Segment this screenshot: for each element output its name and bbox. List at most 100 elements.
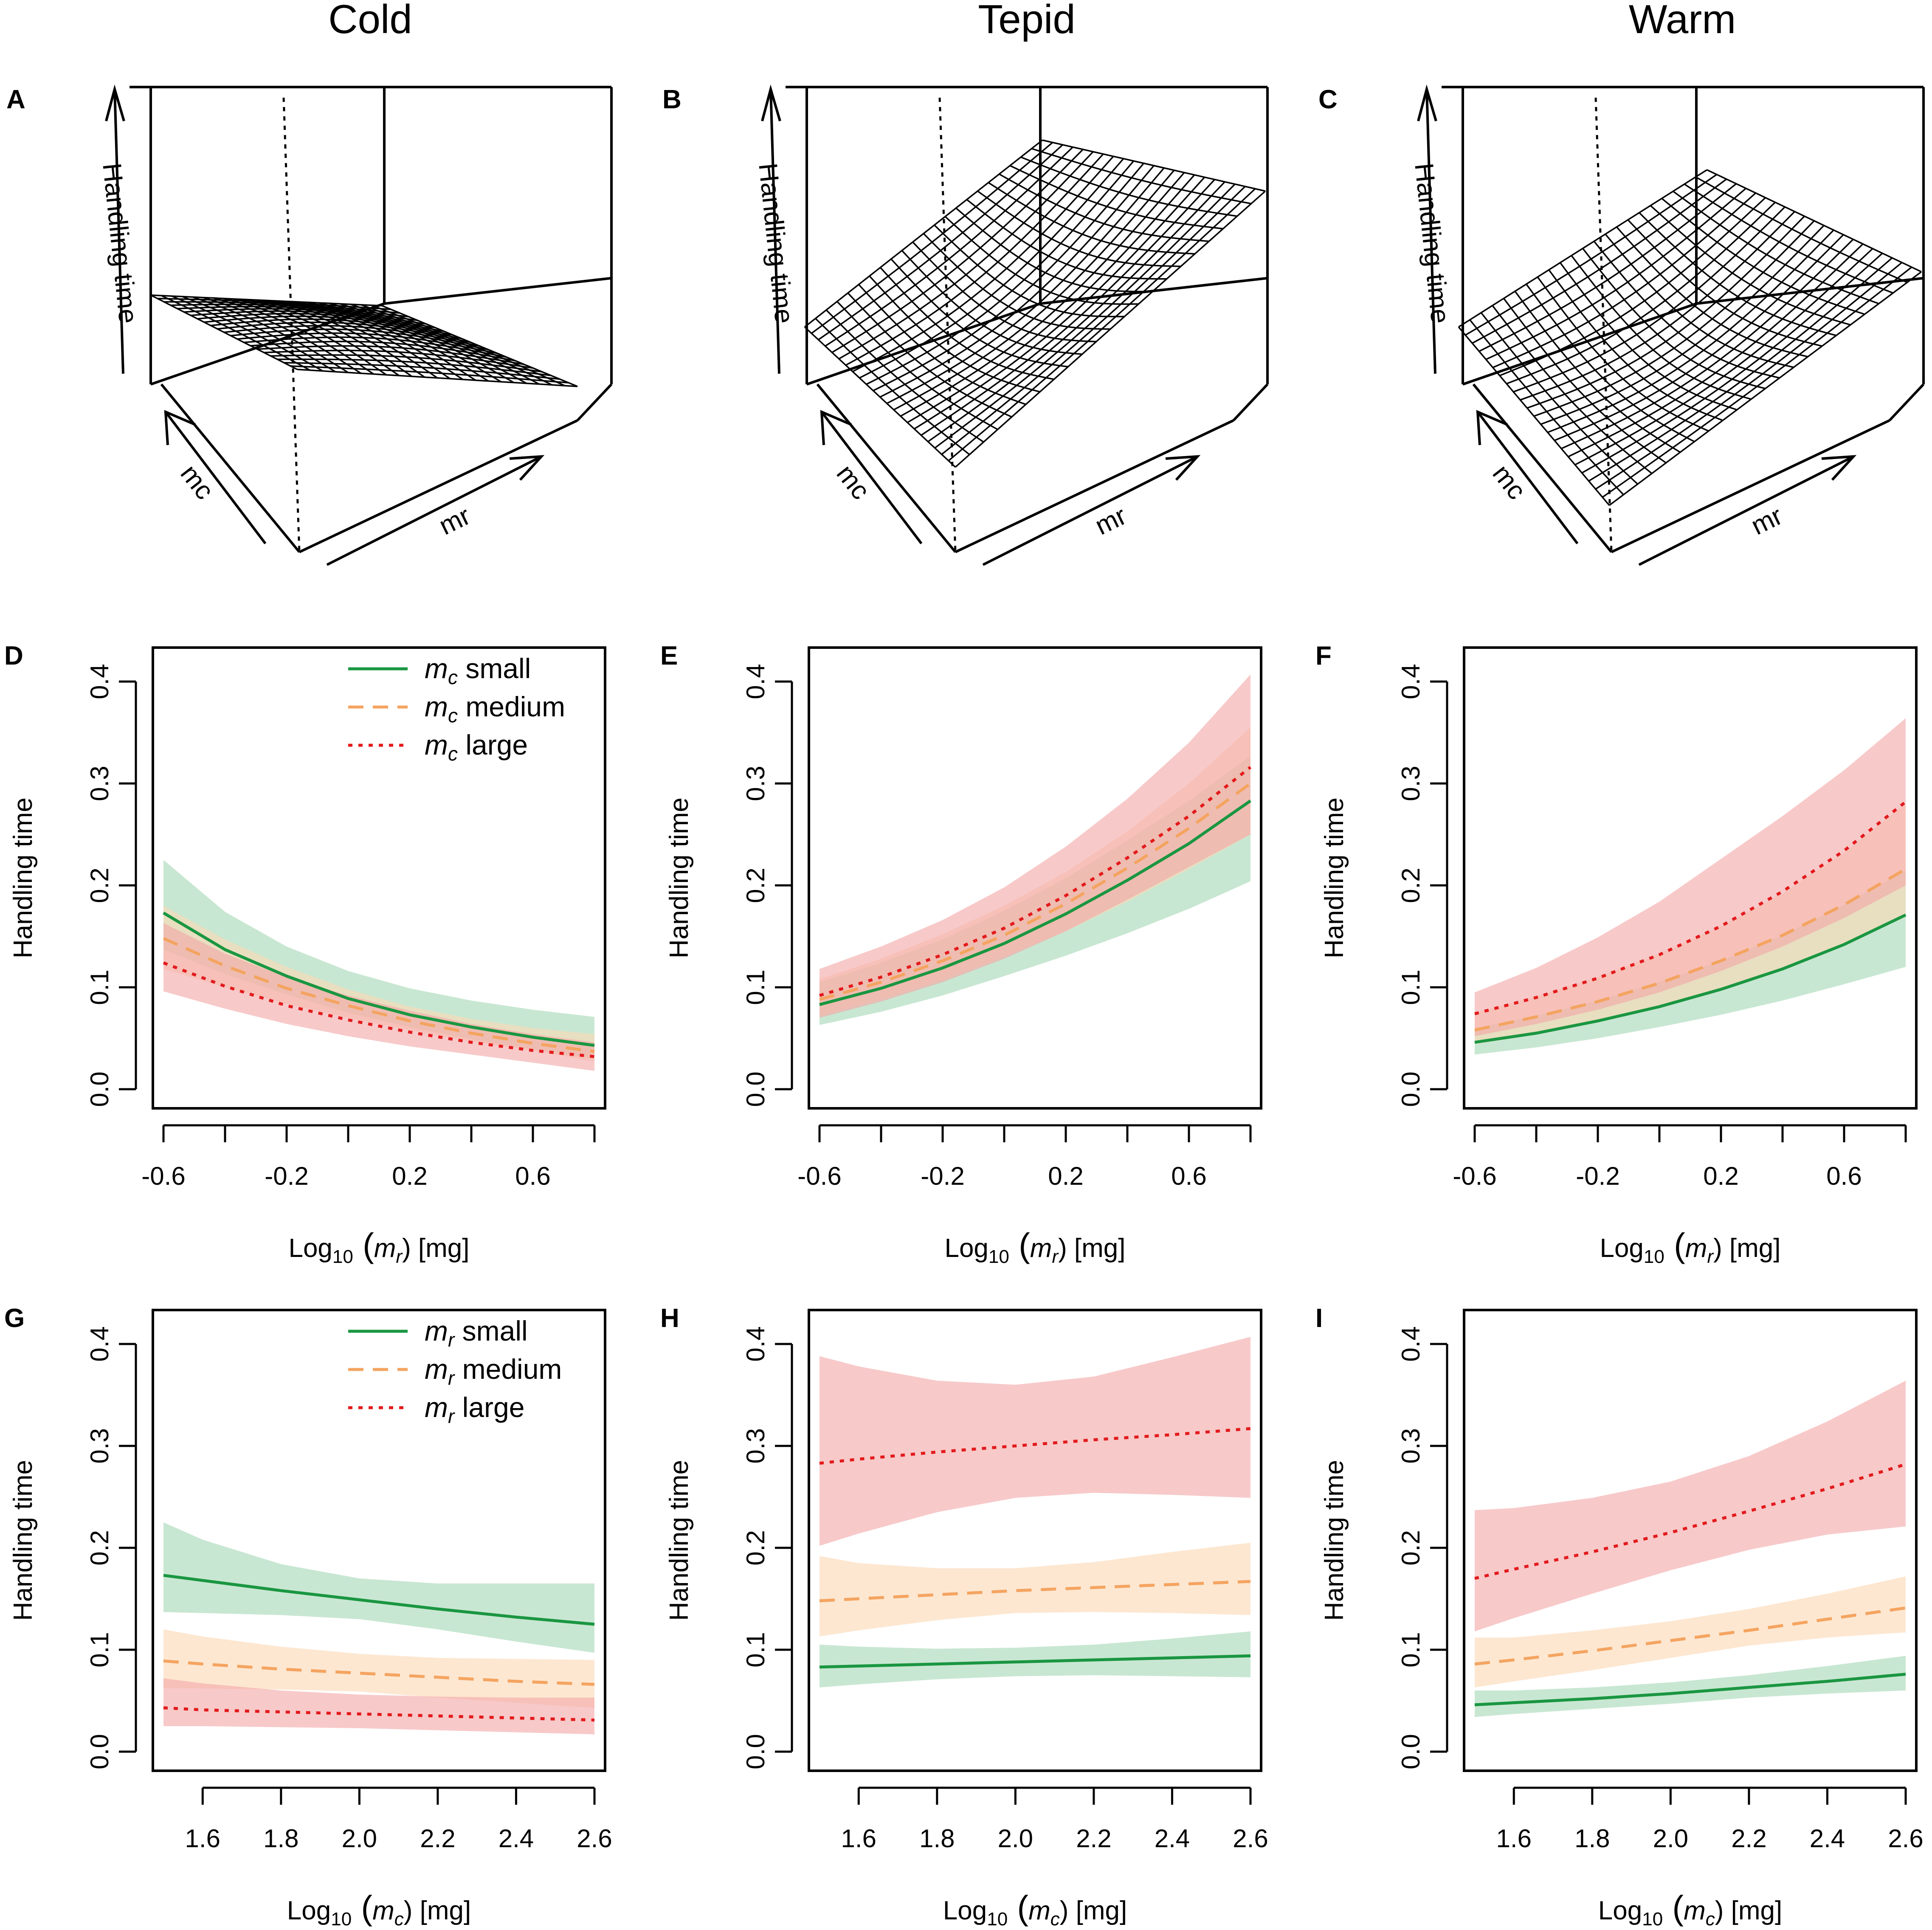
series-line-large xyxy=(819,766,1252,997)
x-tick-label: -0.2 xyxy=(1576,1162,1619,1190)
mesh-line xyxy=(1581,253,1883,474)
mesh-line xyxy=(941,186,1246,455)
y-axis: 0.0 0.1 0.2 0.3 0.4 Handling time xyxy=(665,664,793,1107)
y-tick-label: 0.4 xyxy=(1397,1326,1425,1361)
mesh-line xyxy=(955,190,1266,468)
x-tick-label: 2.0 xyxy=(1653,1824,1688,1853)
x-tick-label: 2.6 xyxy=(577,1824,612,1853)
mesh-line xyxy=(1627,219,1822,347)
plot-frame xyxy=(1463,1309,1918,1772)
mesh-line xyxy=(276,300,451,380)
box-edge xyxy=(955,419,1234,553)
panel-label-C: C xyxy=(1318,85,1338,114)
x-tick-label: 0.2 xyxy=(1703,1162,1738,1190)
mc-axis-arrow xyxy=(164,411,267,544)
y-tick-label: 0.0 xyxy=(85,1071,114,1107)
y-tick-label: 0.1 xyxy=(1397,969,1425,1005)
mesh-line xyxy=(1561,239,1854,449)
series-line-medium xyxy=(819,1580,1251,1603)
mesh-line xyxy=(257,345,524,365)
x-axis: 1.6 1.8 2.0 2.2 2.4 2.6 Log10 (mc) [mg] xyxy=(841,1786,1268,1930)
band-small xyxy=(163,860,594,1059)
box-edge xyxy=(1232,383,1269,422)
mesh-line xyxy=(270,354,542,373)
box-edge xyxy=(1462,302,1697,386)
y-tick-label: 0.3 xyxy=(1397,766,1425,801)
panel-label-F: F xyxy=(1315,641,1332,671)
confidence-bands xyxy=(820,1337,1250,1688)
band-large xyxy=(163,923,594,1071)
band-medium xyxy=(820,1543,1250,1637)
series-line-large xyxy=(163,1706,595,1722)
y-tick-label: 0.0 xyxy=(1397,1734,1425,1769)
mesh-line xyxy=(1593,241,1780,379)
mesh-line xyxy=(340,303,527,384)
z-axis-label: Handling time xyxy=(753,162,799,325)
plot-frame xyxy=(808,646,1262,1110)
panel-label-E: E xyxy=(660,641,678,671)
mesh-line xyxy=(360,304,552,386)
mesh-line xyxy=(284,362,560,380)
band-large xyxy=(1475,1381,1906,1631)
x-axis: -0.6 -0.2 0.2 0.6 Log10 (mr) [mg] xyxy=(797,1124,1252,1267)
plot-frame xyxy=(152,646,606,1110)
x-tick-label: 2.2 xyxy=(420,1824,455,1853)
y-tick-label: 0.0 xyxy=(85,1734,114,1769)
column-title-tepid: Tepid xyxy=(978,0,1076,42)
x-tick-label: 0.2 xyxy=(1048,1162,1083,1190)
series-line-large xyxy=(163,961,595,1058)
series-lines xyxy=(163,911,595,1058)
mesh-line xyxy=(1605,234,1794,368)
y-tick-label: 0.1 xyxy=(85,1632,114,1667)
series-line-medium xyxy=(163,1659,595,1686)
mesh-line xyxy=(955,207,1153,293)
x-tick-label: -0.6 xyxy=(141,1162,185,1190)
x-axis: 1.6 1.8 2.0 2.2 2.4 2.6 Log10 (mc) [mg] xyxy=(185,1786,612,1930)
mesh-line xyxy=(900,172,1185,417)
y-tick-label: 0.0 xyxy=(741,1734,770,1769)
x-tick-label: 2.4 xyxy=(498,1824,534,1853)
box-edge xyxy=(1611,419,1890,553)
y-tick-label: 0.2 xyxy=(1397,868,1425,903)
y-tick-label: 0.1 xyxy=(1397,1632,1425,1667)
column-title-warm: Warm xyxy=(1629,0,1736,42)
x-tick-label: 0.6 xyxy=(1826,1162,1862,1190)
y-tick-label: 0.3 xyxy=(741,766,770,801)
surface-mesh xyxy=(804,139,1266,468)
z-axis-arrow xyxy=(1425,89,1436,374)
mesh-line xyxy=(1707,169,1922,273)
band-small xyxy=(820,1631,1250,1688)
band-medium xyxy=(163,1629,594,1708)
mesh-line xyxy=(1695,176,1908,283)
plot-frame xyxy=(808,1309,1262,1772)
mesh-line xyxy=(1042,139,1266,192)
y-tick-label: 0.2 xyxy=(741,1530,770,1565)
mesh-line xyxy=(811,142,1053,334)
confidence-bands xyxy=(163,1522,594,1735)
mesh-line xyxy=(1568,243,1864,458)
mr-axis-arrow xyxy=(982,455,1198,566)
z-axis-arrow xyxy=(113,89,124,374)
x-axis: -0.6 -0.2 0.2 0.6 Log10 (mr) [mg] xyxy=(1453,1124,1907,1267)
panel-label-B: B xyxy=(662,85,682,114)
mesh-line xyxy=(914,177,1205,430)
dotted-reference xyxy=(1594,97,1613,552)
panel-I: I 1.6 1.8 2.0 2.2 2.4 2.6 Log10 (mc) [mg] 0.0 0.1… xyxy=(1315,1304,1924,1930)
mesh-line xyxy=(1639,212,1836,336)
y-tick-label: 0.1 xyxy=(741,969,770,1005)
y-axis: 0.0 0.1 0.2 0.3 0.4 Handling time xyxy=(665,1326,793,1769)
series-line-small xyxy=(819,799,1251,1006)
x-tick-label: 2.0 xyxy=(998,1824,1033,1853)
x-tick-label: 0.6 xyxy=(1171,1162,1206,1190)
x-tick-label: 1.8 xyxy=(263,1824,299,1853)
mesh-line xyxy=(934,224,1125,318)
mc-arrow-head xyxy=(164,410,196,445)
mesh-line xyxy=(1571,255,1752,400)
legend-label-medium: mr medium xyxy=(425,1353,562,1389)
